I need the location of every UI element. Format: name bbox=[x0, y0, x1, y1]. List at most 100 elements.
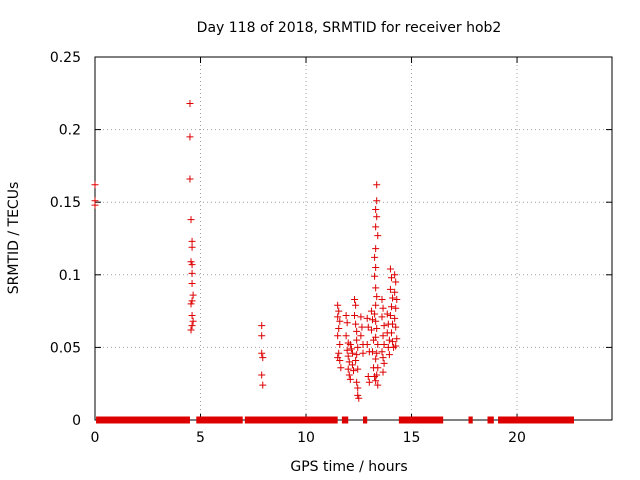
data-point bbox=[373, 325, 381, 333]
data-point bbox=[353, 351, 361, 359]
data-point bbox=[374, 381, 382, 389]
data-point bbox=[351, 295, 359, 303]
data-point bbox=[365, 378, 373, 386]
data-point bbox=[371, 310, 379, 318]
data-point bbox=[189, 291, 197, 299]
data-point bbox=[392, 323, 400, 331]
data-point bbox=[378, 313, 386, 321]
data-point bbox=[387, 274, 395, 282]
data-point bbox=[344, 365, 352, 373]
data-point bbox=[371, 272, 379, 280]
data-point bbox=[372, 377, 380, 385]
data-point bbox=[334, 332, 342, 340]
data-point bbox=[392, 304, 400, 312]
data-point bbox=[373, 213, 381, 221]
data-point bbox=[346, 375, 354, 383]
data-point bbox=[371, 253, 379, 261]
data-point bbox=[334, 301, 342, 309]
data-point bbox=[372, 333, 380, 341]
data-point bbox=[386, 265, 394, 273]
data-point bbox=[357, 313, 365, 321]
y-tick-label: 0.1 bbox=[59, 268, 81, 284]
x-tick-label: 15 bbox=[403, 430, 421, 446]
data-point bbox=[354, 343, 362, 351]
data-point bbox=[389, 338, 397, 346]
data-point bbox=[352, 320, 360, 328]
data-point bbox=[386, 311, 394, 319]
data-point bbox=[344, 352, 352, 360]
data-point bbox=[187, 216, 195, 224]
data-point bbox=[392, 278, 400, 286]
data-point bbox=[336, 340, 344, 348]
data-point bbox=[358, 323, 366, 331]
data-point bbox=[379, 304, 387, 312]
data-point bbox=[335, 325, 343, 333]
data-point bbox=[379, 354, 387, 362]
data-point bbox=[380, 359, 388, 367]
data-point bbox=[374, 364, 382, 372]
data-point bbox=[373, 197, 381, 205]
data-point bbox=[391, 271, 399, 279]
data-point bbox=[393, 295, 401, 303]
data-point bbox=[335, 307, 343, 315]
data-point bbox=[364, 323, 372, 331]
data-point bbox=[372, 284, 380, 292]
data-point bbox=[372, 301, 380, 309]
data-point bbox=[350, 367, 357, 375]
data-point bbox=[372, 264, 380, 272]
data-point bbox=[367, 307, 375, 315]
data-point bbox=[354, 384, 362, 392]
y-tick-label: 0.15 bbox=[50, 195, 81, 211]
data-point bbox=[336, 317, 344, 325]
data-point bbox=[386, 285, 394, 293]
data-point bbox=[188, 269, 196, 277]
data-point bbox=[337, 364, 345, 372]
data-point bbox=[357, 332, 365, 340]
data-point bbox=[372, 245, 380, 253]
data-point bbox=[387, 329, 395, 337]
data-point bbox=[393, 335, 401, 343]
data-point bbox=[385, 351, 393, 359]
data-point bbox=[186, 175, 194, 183]
data-point bbox=[187, 326, 195, 334]
data-point bbox=[372, 355, 380, 363]
data-point bbox=[354, 391, 362, 399]
x-tick-label: 5 bbox=[196, 430, 205, 446]
data-point bbox=[342, 311, 350, 319]
data-point bbox=[379, 332, 387, 340]
data-point bbox=[188, 322, 196, 330]
data-point bbox=[346, 340, 354, 348]
data-point bbox=[186, 133, 194, 141]
data-point bbox=[189, 317, 197, 325]
data-point bbox=[372, 317, 380, 325]
data-point bbox=[380, 322, 388, 330]
data-point bbox=[387, 303, 395, 311]
chart-title: Day 118 of 2018, SRMTID for receiver hob… bbox=[197, 20, 502, 36]
data-point bbox=[364, 372, 372, 380]
x-tick-label: 20 bbox=[508, 430, 526, 446]
data-point bbox=[391, 288, 399, 296]
data-point bbox=[259, 354, 267, 362]
data-point bbox=[373, 349, 381, 357]
data-point bbox=[378, 348, 386, 356]
data-point bbox=[373, 371, 381, 379]
data-point bbox=[380, 340, 388, 348]
data-point bbox=[343, 346, 351, 354]
data-point bbox=[351, 311, 359, 319]
data-point bbox=[378, 295, 386, 303]
y-tick-label: 0.05 bbox=[50, 340, 81, 356]
y-tick-label: 0.25 bbox=[50, 50, 81, 66]
data-point bbox=[363, 340, 371, 348]
data-point bbox=[383, 310, 391, 318]
data-point bbox=[187, 258, 195, 266]
data-point bbox=[368, 316, 376, 324]
data-point bbox=[258, 349, 266, 357]
data-point bbox=[188, 311, 196, 319]
data-point bbox=[354, 365, 362, 373]
data-point bbox=[188, 243, 196, 251]
data-point bbox=[188, 261, 196, 269]
data-point bbox=[342, 332, 350, 340]
data-point bbox=[391, 314, 399, 322]
